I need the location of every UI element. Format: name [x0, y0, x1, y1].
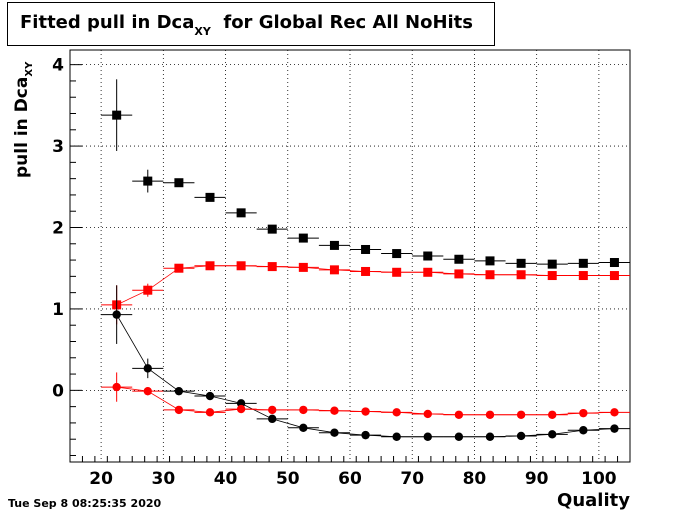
series-2-point [268, 414, 277, 424]
title-rest: for Global Rec All NoHits [223, 12, 474, 33]
series-1-point [454, 269, 464, 279]
series-0-point [485, 256, 495, 266]
y-tick-label: 4 [52, 56, 64, 76]
series-1-point [267, 262, 277, 272]
series-1-point [516, 270, 526, 280]
x-tick-label: 40 [214, 469, 238, 489]
series-3-point [174, 405, 184, 415]
y-tick-label: 1 [52, 300, 64, 320]
series-2-point [361, 430, 370, 440]
series-0-point [329, 240, 339, 250]
series-0-point [516, 258, 526, 268]
series-2-point [454, 432, 464, 441]
series-2-point [485, 432, 495, 441]
series-1-point [392, 267, 402, 277]
series-3-point [330, 406, 339, 415]
series-0-point [298, 233, 308, 243]
series-1-point [578, 271, 588, 281]
title-box: Fitted pull in DcaXY for Global Rec All … [7, 2, 495, 46]
series-2-point [392, 432, 401, 441]
series-3-point [485, 410, 495, 419]
series-3-point [299, 405, 308, 415]
series-0-point [205, 192, 215, 202]
series-1-point [174, 263, 184, 273]
x-tick-label: 90 [525, 469, 549, 489]
chart-title: Fitted pull in DcaXY for Global Rec All … [20, 12, 473, 38]
series-2-line [116, 314, 615, 438]
series-0-point [578, 258, 588, 268]
plot-frame [69, 49, 631, 463]
series-3-point [361, 407, 370, 416]
series-1-point [329, 265, 339, 275]
series-0-point [392, 249, 402, 259]
series-3-point [112, 382, 121, 392]
y-tick-label: 3 [52, 137, 64, 157]
series-3-point [579, 408, 588, 418]
series-2-point [579, 426, 588, 435]
series-2-point [143, 364, 152, 373]
series-3-point [423, 409, 432, 419]
y-tick-label: 0 [52, 381, 64, 401]
y-tick-label: 2 [52, 219, 64, 239]
series-2-point [423, 432, 432, 441]
series-2-point [112, 310, 121, 319]
series-0-point [454, 254, 464, 264]
title-main: Fitted pull in Dca [20, 12, 195, 33]
x-tick-label: 50 [276, 469, 300, 489]
series-1-point [298, 262, 308, 272]
series-1-point [547, 271, 557, 281]
series-2-point [548, 430, 557, 439]
series-0-point [236, 208, 246, 218]
series-3-point [392, 408, 401, 417]
series-1-point [485, 270, 495, 280]
series-1-point [361, 266, 371, 276]
series-3-point [268, 405, 277, 415]
x-axis-label: Quality [557, 490, 630, 511]
series-2-point [174, 386, 184, 396]
series-0-point [267, 224, 277, 234]
x-tick-label: 70 [400, 469, 424, 489]
series-1-point [609, 271, 619, 281]
series-0-point [547, 259, 557, 269]
series-0-point [174, 178, 184, 188]
series-2-point [610, 424, 619, 433]
series-1-point [423, 267, 433, 277]
series-3-point [143, 386, 152, 396]
title-subscript: XY [194, 25, 211, 38]
series-0-point [112, 110, 122, 120]
x-tick-label: 30 [151, 469, 175, 489]
x-tick-label: 80 [463, 469, 487, 489]
x-tick-label: 20 [89, 469, 113, 489]
series-0-point [423, 251, 433, 261]
series-3-point [454, 410, 464, 419]
series-2-point [330, 428, 339, 437]
series-2-point [205, 391, 215, 401]
series-1-point [143, 285, 153, 295]
series-1-point [236, 261, 246, 271]
series-2-point [516, 431, 526, 441]
series-3-point [516, 410, 526, 419]
series-3-point [548, 410, 557, 419]
series-3-point [610, 408, 619, 417]
series-2-point [299, 423, 308, 433]
series-1-point [205, 261, 215, 271]
timestamp: Tue Sep 8 08:25:35 2020 [8, 497, 162, 510]
series-3-point [205, 408, 215, 417]
series-3-point [236, 404, 246, 414]
series-0-point [143, 176, 153, 186]
x-tick-label: 100 [581, 469, 617, 489]
x-tick-label: 60 [338, 469, 362, 489]
series-0-point [361, 244, 371, 254]
series-0-point [609, 258, 619, 268]
